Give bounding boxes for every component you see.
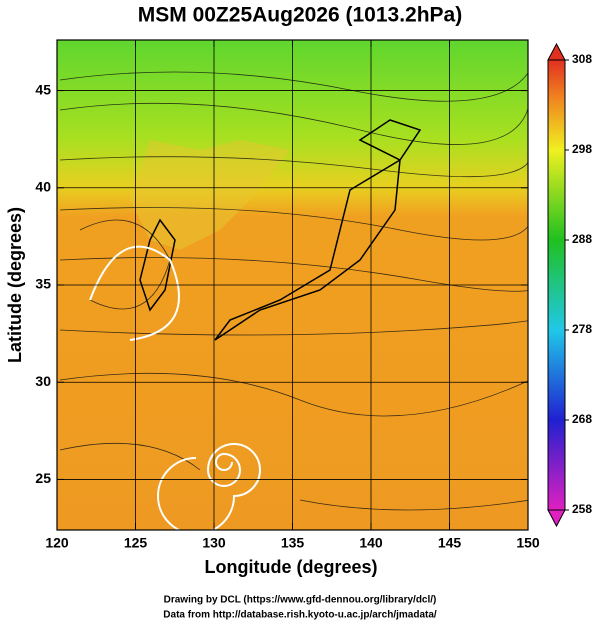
x-tick-label: 130 (202, 535, 226, 551)
colorbar-tick-label: 288 (572, 232, 592, 246)
x-tick-label: 145 (438, 535, 462, 551)
x-tick-label: 140 (359, 535, 383, 551)
y-tick-label: 35 (35, 276, 51, 292)
x-tick-label: 150 (516, 535, 540, 551)
x-tick-label: 120 (45, 535, 69, 551)
colorbar-tick-label: 308 (572, 52, 592, 66)
colorbar-max-triangle (547, 42, 566, 61)
colorbar-tick-label: 278 (572, 322, 592, 336)
y-tick-label: 25 (35, 470, 51, 486)
y-axis-label: Latitude (degrees) (5, 207, 25, 363)
typhoon (157, 443, 261, 530)
y-tick-label: 30 (35, 373, 51, 389)
coastline (139, 119, 422, 341)
land-shade (130, 140, 290, 250)
map-field (57, 40, 528, 530)
colorbar-min-triangle (547, 509, 566, 528)
title: MSM 00Z25Aug2026 (1013.2hPa) (138, 4, 462, 27)
credit: Data from http://database.rish.kyoto-u.a… (163, 610, 437, 621)
colorbar (547, 59, 566, 511)
contour (89, 245, 180, 341)
streamlines (59, 71, 528, 511)
colorbar-tick-label: 258 (572, 502, 592, 516)
y-tick-label: 40 (35, 178, 51, 194)
colorbar-tick-label: 298 (572, 142, 592, 156)
x-tick-label: 135 (281, 535, 305, 551)
colorbar-tick-label: 268 (572, 412, 592, 426)
x-axis-label: Longitude (degrees) (204, 557, 377, 577)
x-tick-label: 125 (124, 535, 148, 551)
y-tick-label: 45 (35, 81, 51, 97)
credit: Drawing by DCL (https://www.gfd-dennou.o… (164, 595, 437, 606)
